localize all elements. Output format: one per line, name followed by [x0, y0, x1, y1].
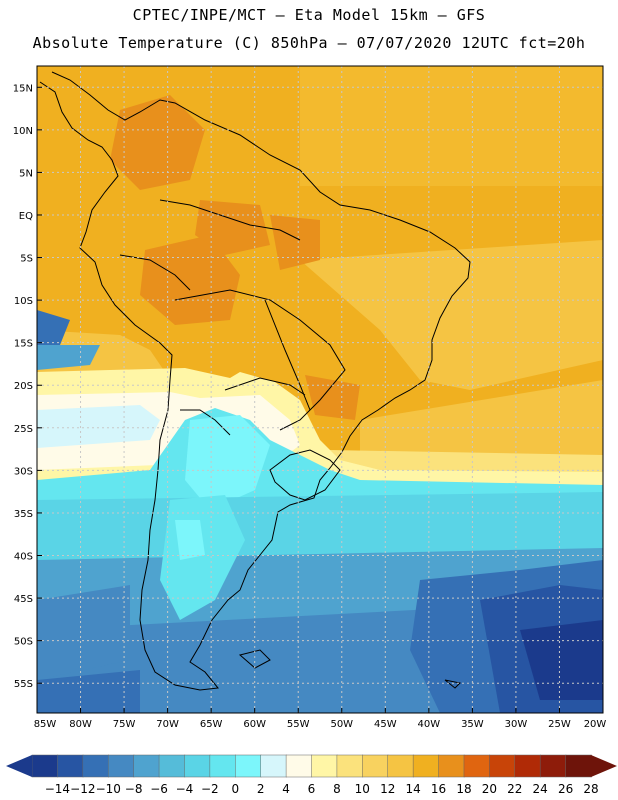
map-frame	[36, 65, 604, 714]
lon-label: 60W	[243, 719, 266, 730]
legend-label: 4	[282, 782, 290, 796]
lat-label: 30S	[14, 466, 33, 477]
legend-label: 0	[231, 782, 239, 796]
legend-label: −6	[150, 782, 168, 796]
legend-label: 22	[507, 782, 522, 796]
lat-label: 10S	[14, 296, 33, 307]
legend-swatch	[438, 754, 465, 778]
legend-label: 8	[333, 782, 341, 796]
legend-label: 20	[482, 782, 497, 796]
legend-label: −10	[96, 782, 121, 796]
legend-label: −12	[70, 782, 95, 796]
legend-swatch	[260, 754, 287, 778]
legend-swatch	[209, 754, 237, 778]
lon-label: 25W	[548, 719, 571, 730]
latitude-labels: 15N 10N 5N EQ 5S 10S 15S 20S 25S 30S 35S 40S 45S 50S 5…	[13, 83, 42, 690]
legend-swatch	[158, 754, 186, 778]
lon-label: 20W	[584, 719, 607, 730]
legend-swatch	[82, 754, 109, 778]
legend-label: −14	[45, 782, 70, 796]
legend-label: 14	[405, 782, 420, 796]
legend-swatch	[107, 754, 135, 778]
coastlines	[39, 71, 471, 691]
legend-arrow-min	[6, 755, 32, 777]
legend-swatch	[463, 754, 491, 778]
lat-label: 15S	[14, 339, 33, 350]
legend-label: 2	[257, 782, 265, 796]
legend-swatch	[514, 754, 541, 778]
lon-label: 30W	[505, 719, 528, 730]
lon-label: 50W	[330, 719, 353, 730]
lon-label: 85W	[34, 719, 57, 730]
legend-label: 28	[583, 782, 598, 796]
lat-label: 10N	[13, 126, 33, 137]
legend-swatch	[57, 754, 84, 778]
legend-label: −8	[125, 782, 143, 796]
legend-label: 10	[355, 782, 370, 796]
lat-label: 45S	[14, 594, 33, 605]
longitude-labels: 85W 80W 75W 70W 65W 60W 55W 50W 45W 40W 35W 30W 25W 2…	[34, 708, 607, 730]
gridlines	[36, 66, 604, 713]
lat-label: 50S	[14, 637, 33, 648]
lon-label: 75W	[113, 719, 136, 730]
lon-label: 40W	[418, 719, 441, 730]
lat-label: 35S	[14, 509, 33, 520]
legend-swatch	[489, 754, 516, 778]
legend-label: 26	[558, 782, 573, 796]
lon-label: 35W	[461, 719, 484, 730]
legend-swatch	[311, 754, 338, 778]
legend-swatch	[31, 754, 59, 778]
color-legend: −14 −12 −10 −8 −6 −4 −2 0 2 4 6 8 10 12 14 16 18 20 22 24 26…	[6, 754, 617, 796]
legend-swatch	[184, 754, 211, 778]
legend-label: −4	[176, 782, 194, 796]
legend-swatch	[387, 754, 414, 778]
legend-swatch	[336, 754, 364, 778]
legend-label: 16	[431, 782, 446, 796]
legend-swatch	[235, 754, 262, 778]
lat-label: 40S	[14, 552, 33, 563]
legend-swatch	[133, 754, 160, 778]
legend-label: 24	[533, 782, 548, 796]
legend-swatch	[285, 754, 313, 778]
lon-label: 65W	[200, 719, 223, 730]
lat-label: 55S	[14, 679, 33, 690]
legend-swatch	[412, 754, 440, 778]
legend-label: 6	[308, 782, 316, 796]
legend-swatch	[565, 754, 592, 778]
lat-label: 15N	[13, 83, 33, 94]
lat-label: 25S	[14, 424, 33, 435]
lat-label: EQ	[19, 211, 33, 222]
lon-label: 70W	[156, 719, 179, 730]
legend-arrow-max	[591, 755, 617, 777]
chart-subtitle: Absolute Temperature (C) 850hPa – 07/07/…	[32, 34, 586, 52]
legend-label: 18	[456, 782, 471, 796]
lat-label: 5S	[20, 254, 33, 265]
lon-label: 45W	[374, 719, 397, 730]
legend-swatch	[539, 754, 567, 778]
lon-label: 55W	[287, 719, 310, 730]
chart-title: CPTEC/INPE/MCT – Eta Model 15km – GFS	[132, 6, 486, 24]
temperature-field	[37, 66, 603, 713]
legend-label: 12	[380, 782, 395, 796]
lat-label: 5N	[19, 168, 33, 179]
legend-swatch	[362, 754, 389, 778]
lon-label: 80W	[69, 719, 92, 730]
lat-label: 20S	[14, 381, 33, 392]
legend-label: −2	[201, 782, 219, 796]
